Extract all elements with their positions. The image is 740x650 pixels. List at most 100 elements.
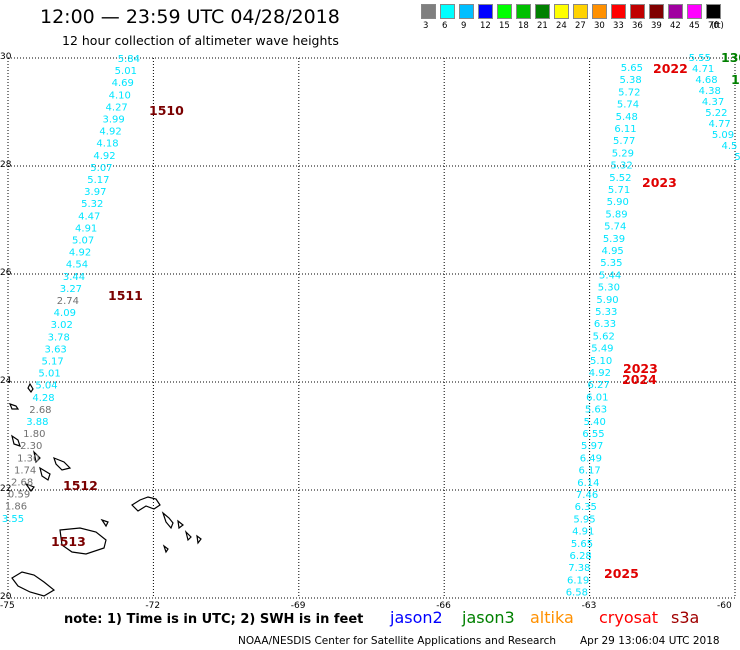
pass-number-label: 2022 [653,61,688,76]
legend-value: 9 [461,21,467,31]
credit-text: NOAA/NESDIS Center for Satellite Applica… [238,635,556,647]
wave-height-value: 4.92 [69,248,91,259]
legend-swatch-36 [630,4,645,19]
wave-height-value: 6.01 [586,392,608,403]
pass-number-label: 2025 [604,566,639,581]
lon-tick-label: -69 [290,601,306,611]
island-1 [27,382,34,394]
legend-swatch-24 [554,4,569,19]
legend-value: 18 [518,21,529,31]
wave-height-value: 3.97 [84,187,106,198]
wave-height-value: 5 [734,152,740,163]
lon-tick-label: -75 [0,601,15,611]
island-11 [161,511,174,530]
wave-height-value: 6.55 [582,429,604,440]
legend-swatch-30 [592,4,607,19]
legend-value: 70 [708,21,719,31]
legend-value: 39 [651,21,662,31]
island-7 [24,482,35,493]
wave-height-value: 5.32 [81,199,103,210]
wave-height-value: 5.17 [87,175,109,186]
lat-tick-label: 28 [0,160,12,170]
wave-height-value: 6.58 [566,588,588,599]
legend-value: 30 [594,21,605,31]
wave-height-value: 4.91 [572,527,594,538]
legend-swatch-45 [687,4,702,19]
island-13 [184,530,192,542]
pass-number-label: 1510 [149,103,184,118]
wave-height-value: 5.65 [621,63,643,74]
wave-height-value: 5.39 [603,234,625,245]
wave-height-value: 5.72 [618,87,640,98]
wave-height-value: 3.02 [51,320,73,331]
legend-value: 3 [423,21,429,31]
legend-swatch-3 [421,4,436,19]
lat-tick-label: 30 [0,52,12,62]
island-6 [39,466,51,481]
wave-height-value: 5.01 [115,66,137,77]
wave-height-value: 6.28 [570,551,592,562]
legend-value: 12 [480,21,491,31]
wave-height-value: 6.35 [575,502,597,513]
wave-height-value: 2.30 [20,441,42,452]
wave-height-value: 4.54 [66,260,88,271]
island-15 [162,544,169,554]
legend-value: 36 [632,21,643,31]
pass-number-label: 1511 [108,288,143,303]
wave-height-value: 5.90 [607,197,629,208]
wave-height-value: 2.68 [29,405,51,416]
wave-height-value: 5.32 [610,161,632,172]
satellite-name-jason2: jason2 [390,608,443,627]
wave-height-value: 6.19 [567,575,589,586]
satellite-name-jason3: jason3 [462,608,515,627]
legend-swatch-15 [497,4,512,19]
island-8 [59,527,107,555]
wave-height-value: 5.89 [605,209,627,220]
wave-height-value: 4.95 [602,246,624,257]
island-14 [196,534,202,545]
wave-height-value: 5.09 [712,130,734,141]
satellite-name-cryosat: cryosat [599,608,659,627]
wave-height-value: 4.47 [78,211,100,222]
wave-height-value: 4.10 [109,90,131,101]
lat-lon-grid [7,57,736,599]
lat-tick-label: 20 [0,592,12,602]
wave-height-value: 3.99 [102,115,124,126]
wave-height-value: 4.37 [702,97,724,108]
pass-labels: 1510151115121513202220232023202420251301 [51,50,740,581]
wave-height-value: 5.63 [585,405,607,416]
island-5 [53,456,72,471]
legend-swatch-42 [668,4,683,19]
legend-value: 6 [442,21,448,31]
pass-number-label: 2024 [622,372,657,387]
wave-height-value: 3.78 [48,332,70,343]
wave-height-value: 7.46 [576,490,598,501]
wave-height-value: 6.27 [587,380,609,391]
coast-cuba [11,571,56,597]
pass-number-label: 130 [721,50,740,65]
wave-height-value: 5.74 [604,222,626,233]
wave-height-value: 4.38 [699,86,721,97]
legend-swatch-27 [573,4,588,19]
wave-height-value: 5.17 [41,357,63,368]
satellite-name-s3a: s3a [671,608,700,627]
wave-height-value: 4.77 [709,119,731,130]
wave-height-value: 5.07 [72,236,94,247]
legend-swatch-6 [440,4,455,19]
wave-height-value: 0.59 [8,490,30,501]
lon-tick-label: -66 [436,601,451,611]
wave-height-value: 5.84 [118,54,140,65]
wave-height-value: 6.11 [614,124,636,135]
pass-number-label: 1513 [51,534,86,549]
wave-height-value: 5.52 [609,173,631,184]
wave-height-value: 5.33 [595,307,617,318]
legend-value: 45 [689,21,700,31]
legend-swatch-21 [535,4,550,19]
wave-height-value: 5.35 [600,258,622,269]
wave-height-value: 5.10 [590,356,612,367]
wave-height-value: 5.49 [591,344,613,355]
lat-tick-label: 26 [0,268,12,278]
legend-swatch-39 [649,4,664,19]
wave-height-value: 1.86 [5,502,27,513]
